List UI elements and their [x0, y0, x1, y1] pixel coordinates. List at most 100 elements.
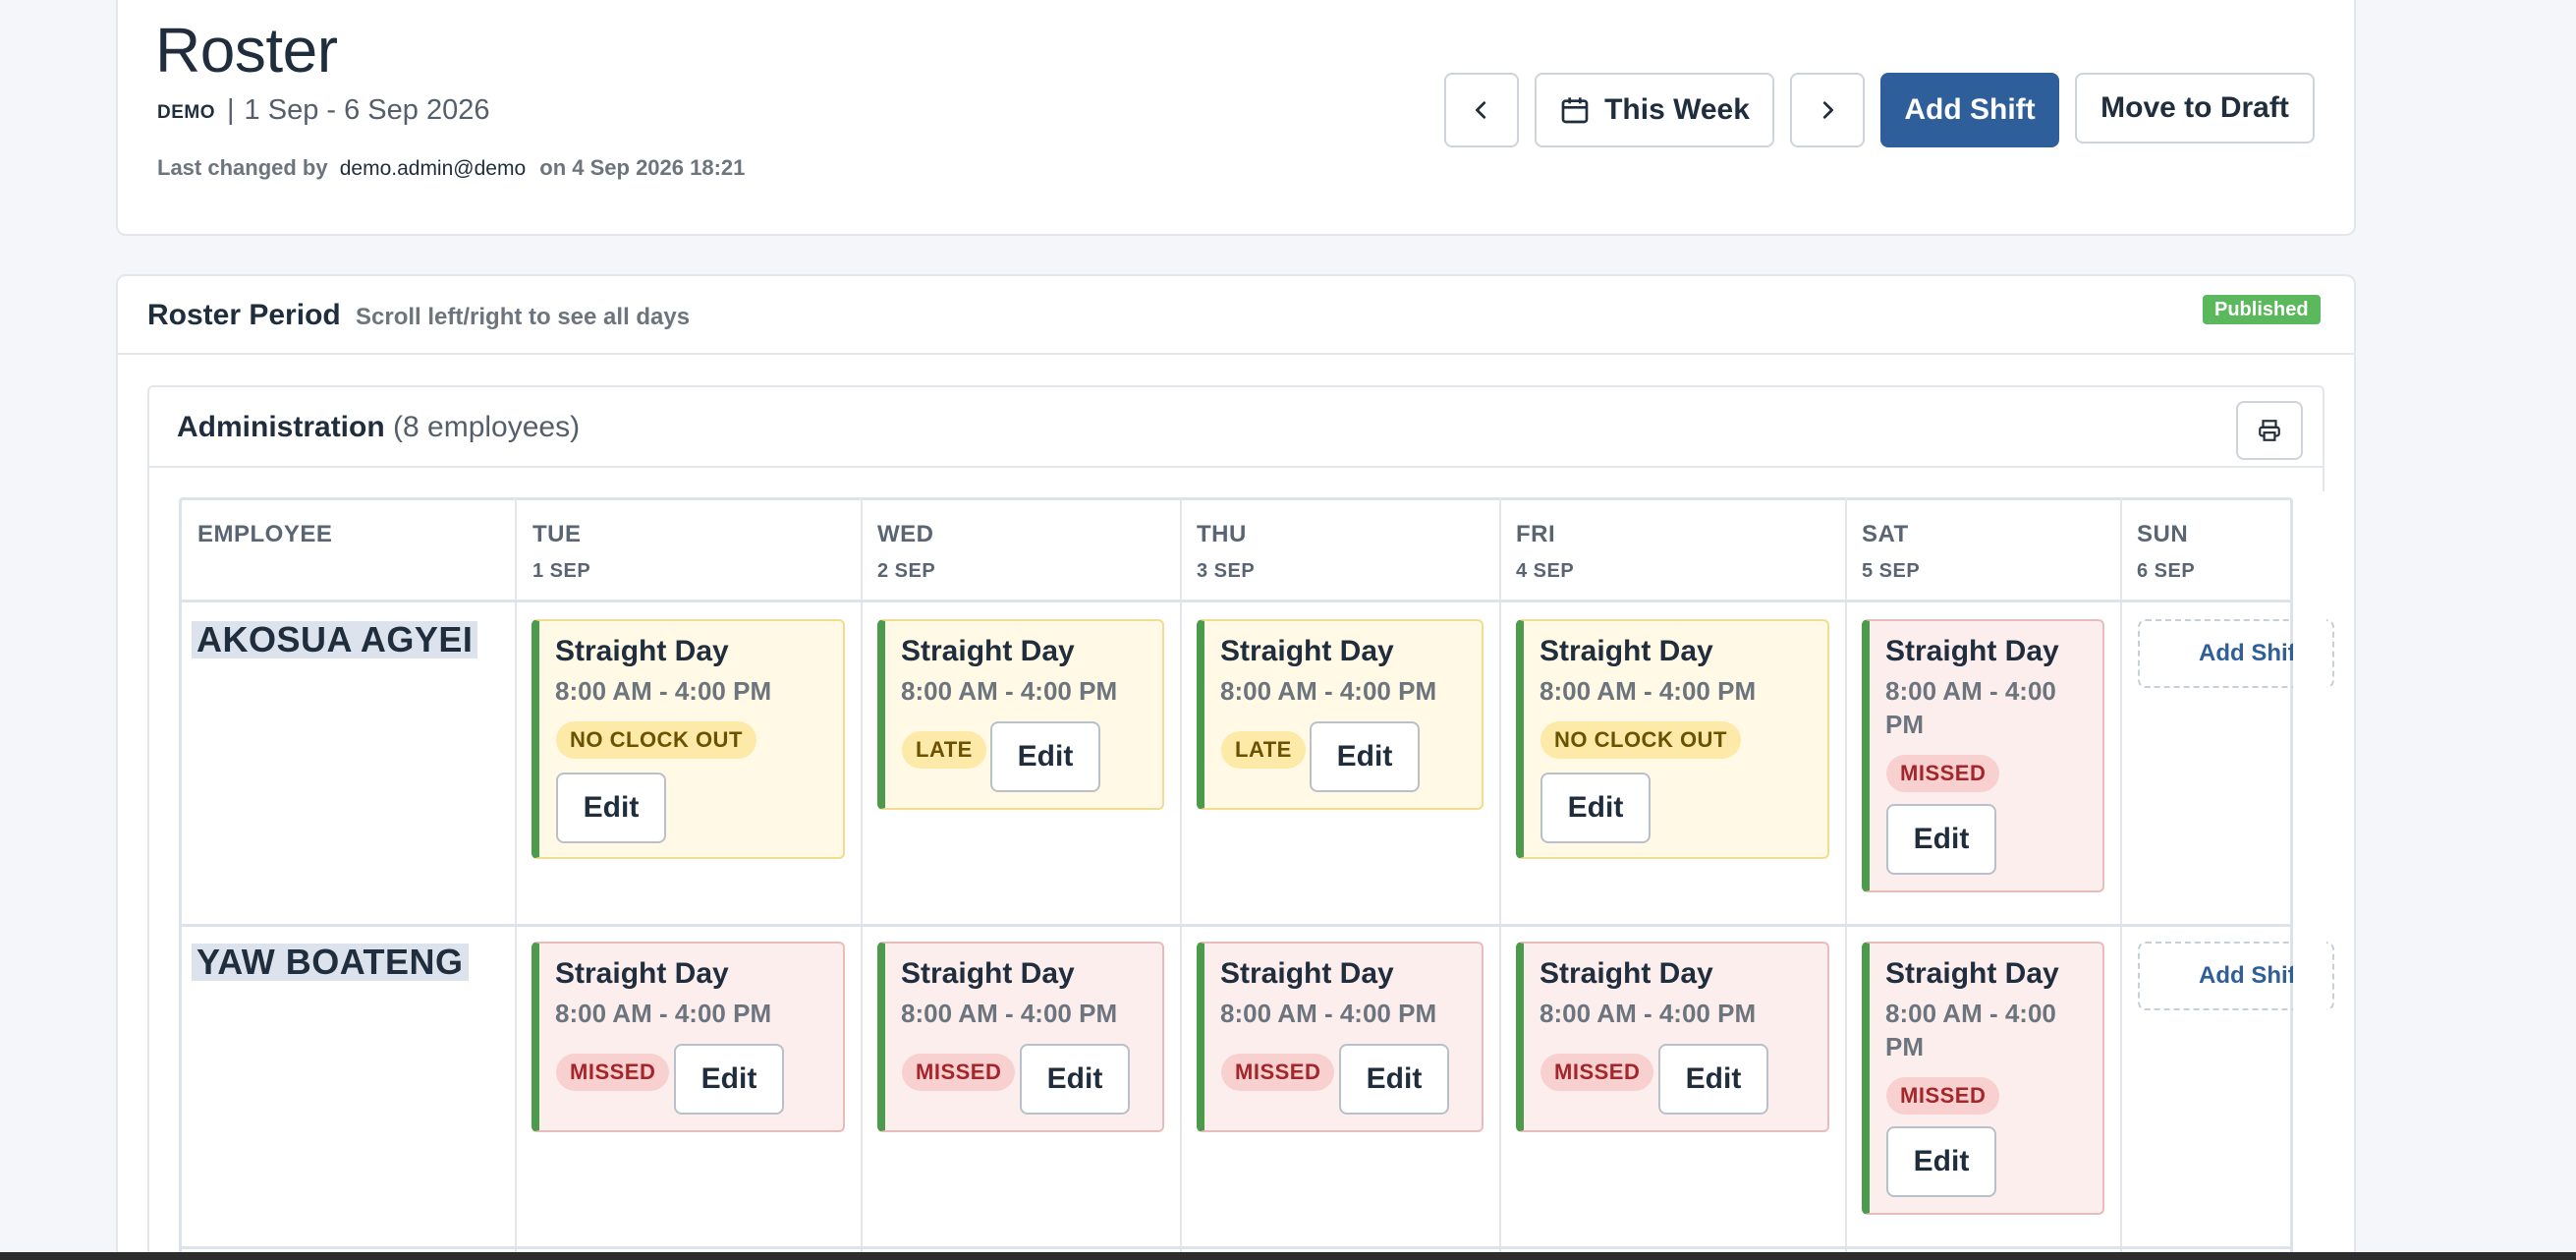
date-label: 1 SEP [532, 560, 591, 582]
divider [118, 353, 2354, 355]
shift-time: 8:00 AM - 4:00 PM [555, 676, 772, 706]
shift-name: Straight Day [1885, 957, 2059, 990]
taskbar-edge [0, 1252, 2576, 1260]
column-header-employee: EMPLOYEE [197, 521, 332, 548]
next-week-button[interactable] [1790, 73, 1865, 147]
this-week-button[interactable]: This Week [1535, 73, 1774, 147]
roster-period-title: Roster Period [147, 299, 341, 331]
day-label: TUE [532, 521, 582, 547]
department-name: Administration [177, 411, 385, 443]
shift-name: Straight Day [555, 635, 729, 667]
status-badge: MISSED [1886, 1077, 2000, 1115]
page-title: Roster [155, 15, 338, 86]
column-divider [1499, 497, 1501, 1260]
edit-shift-button[interactable]: Edit [674, 1044, 784, 1115]
day-label: WED [877, 521, 934, 547]
shift-name: Straight Day [1885, 635, 2059, 667]
column-divider [2120, 497, 2122, 1260]
chevron-left-icon [1476, 101, 1486, 119]
edit-shift-button[interactable]: Edit [1540, 773, 1651, 843]
row-divider [182, 1246, 2290, 1249]
date-label: 2 SEP [877, 560, 936, 582]
employee-count: (8 employees) [393, 411, 581, 443]
scroll-hint: Scroll left/right to see all days [356, 304, 691, 330]
separator: | [227, 94, 235, 126]
status-badge: MISSED [1221, 1054, 1335, 1091]
column-divider [1180, 497, 1182, 1260]
edit-shift-button[interactable]: Edit [1886, 1126, 1996, 1197]
shift-name: Straight Day [901, 957, 1075, 990]
add-shift-slot[interactable]: Add Shift [2138, 619, 2334, 688]
edit-shift-button[interactable]: Edit [1886, 804, 1996, 875]
column-header-fri: FRI 4 SEP [1516, 521, 1574, 583]
this-week-label: This Week [1604, 93, 1750, 126]
shift-card[interactable]: Straight Day 8:00 AM - 4:00 PM [877, 619, 1164, 810]
add-shift-button[interactable]: Add Shift [1880, 73, 2059, 147]
day-label: SUN [2137, 521, 2189, 547]
column-header-wed: WED 2 SEP [877, 521, 935, 583]
last-changed-user: demo.admin@demo [339, 157, 527, 180]
employee-header-label: EMPLOYEE [197, 521, 333, 547]
shift-name: Straight Day [555, 957, 729, 990]
column-header-sun: SUN 6 SEP [2137, 521, 2195, 583]
edit-shift-button[interactable]: Edit [1020, 1044, 1130, 1115]
printer-icon [2259, 420, 2280, 441]
date-label: 3 SEP [1197, 560, 1256, 582]
scroll-clip [2293, 491, 2326, 1260]
calendar-icon [1561, 97, 1589, 124]
employee-name[interactable]: YAW BOATENG [192, 942, 469, 982]
column-header-tue: TUE 1 SEP [532, 521, 590, 583]
column-divider [515, 497, 517, 1260]
status-badge: NO CLOCK OUT [556, 721, 756, 759]
previous-week-button[interactable] [1444, 73, 1519, 147]
column-header-thu: THU 3 SEP [1197, 521, 1255, 583]
status-badge: MISSED [556, 1054, 670, 1091]
shift-name: Straight Day [1540, 957, 1713, 990]
employee-name[interactable]: AKOSUA AGYEI [192, 619, 478, 659]
shift-time: 8:00 AM - 4:00 PM [1540, 999, 1757, 1028]
last-changed-prefix: Last changed by [157, 155, 328, 180]
edit-shift-button[interactable]: Edit [1339, 1044, 1449, 1115]
status-badge: MISSED [1886, 755, 2000, 792]
last-changed-line: Last changed by demo.admin@demo on 4 Sep… [157, 155, 745, 181]
status-badge: NO CLOCK OUT [1540, 721, 1741, 759]
date-label: 4 SEP [1516, 560, 1575, 582]
last-changed-suffix: on 4 Sep 2026 18:21 [539, 155, 746, 180]
edit-shift-button[interactable]: Edit [556, 773, 666, 843]
shift-time-line1: 8:00 AM - 4:00 [1885, 999, 2056, 1028]
column-divider [861, 497, 863, 1260]
column-divider [1845, 497, 1847, 1260]
day-label: FRI [1516, 521, 1556, 547]
shift-time: 8:00 AM - 4:00 PM [1540, 676, 1757, 706]
day-label: THU [1197, 521, 1247, 547]
add-shift-slot[interactable]: Add Shift [2138, 942, 2334, 1010]
shift-time: 8:00 AM - 4:00 PM [1220, 999, 1437, 1028]
row-divider [182, 924, 2290, 927]
shift-time-line1: 8:00 AM - 4:00 [1885, 676, 2056, 706]
shift-time: 8:00 AM - 4:00 PM [901, 676, 1118, 706]
move-to-draft-button[interactable]: Move to Draft [2075, 73, 2315, 143]
divider [149, 466, 2323, 468]
shift-name: Straight Day [1540, 635, 1713, 667]
status-badge: MISSED [1540, 1054, 1654, 1091]
status-badge: LATE [1221, 731, 1306, 769]
status-badge: Published [2203, 295, 2321, 324]
shift-time: 8:00 AM - 4:00 PM [901, 999, 1118, 1028]
edit-shift-button[interactable]: Edit [1658, 1044, 1768, 1115]
edit-shift-button[interactable]: Edit [1310, 721, 1420, 792]
status-badge: MISSED [902, 1054, 1016, 1091]
print-button[interactable] [2236, 401, 2303, 460]
org-date-line: DEMO | 1 Sep - 6 Sep 2026 [157, 94, 489, 127]
date-range: 1 Sep - 6 Sep 2026 [244, 94, 490, 126]
shift-time: 8:00 AM - 4:00 PM [1220, 676, 1437, 706]
shift-time-line2: PM [1885, 710, 1924, 739]
shift-name: Straight Day [1220, 635, 1394, 667]
edit-shift-button[interactable]: Edit [990, 721, 1100, 792]
day-label: SAT [1862, 521, 1909, 547]
shift-card[interactable]: Straight Day 8:00 AM - 4:00 PM [1197, 619, 1484, 810]
shift-name: Straight Day [901, 635, 1075, 667]
department-title: Administration (8 employees) [177, 411, 580, 444]
date-label: 5 SEP [1862, 560, 1921, 582]
shift-time-line2: PM [1885, 1032, 1924, 1061]
column-header-sat: SAT 5 SEP [1862, 521, 1920, 583]
